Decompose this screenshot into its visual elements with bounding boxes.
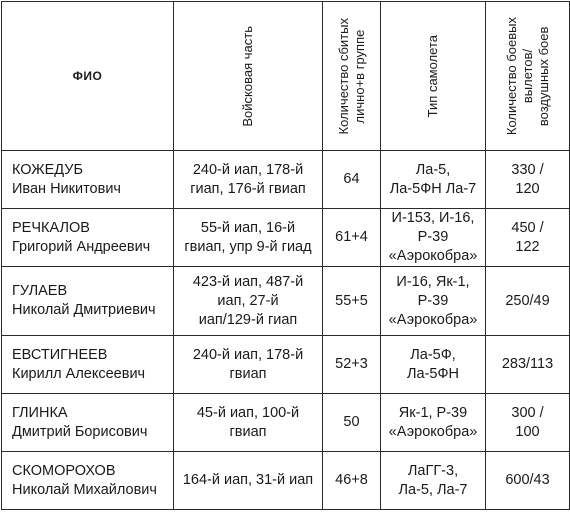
flights-cell: 250/49	[485, 266, 570, 336]
header-fio: ФИО	[1, 1, 174, 151]
unit-text: 55-й иап, 16-й гвиап, упр 9-й гиад	[184, 219, 312, 255]
header-flights-text: Количество боевых вылетов/ воздушных бое…	[503, 16, 551, 136]
pilot-surname: СКОМОРОХОВ	[12, 462, 116, 479]
pilot-given-name: Иван Никитович	[12, 180, 121, 197]
kills-cell: 64	[322, 150, 381, 209]
flights-cell: 600/43	[485, 451, 570, 510]
pilot-name-cell: РЕЧКАЛОВ Григорий Андреевич	[1, 208, 174, 267]
pilot-surname: ГЛИНКА	[12, 404, 68, 421]
plane-cell: И-16, Як-1, Р-39 «Аэрокобра»	[380, 266, 486, 336]
unit-cell: 45-й иап, 100-й гвиап	[173, 393, 323, 452]
flights-text: 300 / 100	[511, 404, 544, 440]
unit-text: 423-й иап, 487-й иап, 27-й иап/129-й гиа…	[192, 273, 304, 328]
table-row: РЕЧКАЛОВ Григорий Андреевич 55-й иап, 16…	[1, 208, 570, 267]
plane-text: ЛаГГ-3, Ла-5, Ла-7	[398, 462, 468, 498]
pilot-given-name: Дмитрий Борисович	[12, 423, 148, 440]
header-row: ФИО Войсковая часть Количество сбитых ли…	[1, 1, 570, 151]
pilot-given-name: Николай Дмитриевич	[12, 302, 156, 318]
flights-cell: 330 / 120	[485, 150, 570, 209]
pilot-name-cell: СКОМОРОХОВ Николай Михайлович	[1, 451, 174, 510]
unit-cell: 423-й иап, 487-й иап, 27-й иап/129-й гиа…	[173, 266, 323, 336]
kills-cell: 52+3	[322, 335, 381, 394]
kills-text: 50	[343, 414, 360, 430]
pilot-name-cell: ГУЛАЕВ Николай Дмитриевич	[1, 266, 174, 336]
pilot-surname: ЕВСТИГНЕЕВ	[12, 346, 108, 363]
flights-text: 330 / 120	[511, 161, 544, 197]
pilot-surname: РЕЧКАЛОВ	[12, 219, 90, 236]
kills-text: 64	[343, 171, 360, 187]
flights-text: 283/113	[501, 356, 554, 372]
pilot-surname: ГУЛАЕВ	[12, 283, 68, 299]
flights-text: 450 / 122	[511, 219, 544, 255]
header-plane: Тип самолета	[380, 1, 486, 151]
kills-cell: 50	[322, 393, 381, 452]
kills-text: 46+8	[335, 472, 368, 488]
plane-text: Ла-5, Ла-5ФН Ла-7	[389, 161, 477, 197]
unit-cell: 164-й иап, 31-й иап	[173, 451, 323, 510]
kills-text: 55+5	[335, 292, 368, 309]
unit-text: 240-й иап, 178-й гиап, 176-й гвиап	[190, 161, 306, 197]
flights-cell: 300 / 100	[485, 393, 570, 452]
unit-cell: 55-й иап, 16-й гвиап, упр 9-й гиад	[173, 208, 323, 267]
plane-text: Як-1, Р-39 «Аэрокобра»	[388, 404, 478, 440]
kills-cell: 46+8	[322, 451, 381, 510]
kills-cell: 61+4	[322, 208, 381, 267]
flights-cell: 283/113	[485, 335, 570, 394]
pilot-given-name: Кирилл Алексеевич	[12, 365, 146, 382]
unit-text: 164-й иап, 31-й иап	[182, 472, 314, 488]
kills-cell: 55+5	[322, 266, 381, 336]
pilot-name-cell: КОЖЕДУБ Иван Никитович	[1, 150, 174, 209]
table-row: ГУЛАЕВ Николай Дмитриевич 423-й иап, 487…	[1, 266, 570, 336]
header-kills: Количество сбитых лично+в группе	[322, 1, 381, 151]
unit-cell: 240-й иап, 178-й гиап, 176-й гвиап	[173, 150, 323, 209]
kills-text: 52+3	[335, 356, 368, 372]
table-row: ГЛИНКА Дмитрий Борисович 45-й иап, 100-й…	[1, 393, 570, 452]
pilot-given-name: Григорий Андреевич	[12, 238, 151, 255]
header-plane-text: Тип самолета	[425, 34, 440, 118]
header-unit: Войсковая часть	[173, 1, 323, 151]
flights-cell: 450 / 122	[485, 208, 570, 267]
plane-text: Ла-5Ф, Ла-5ФН	[407, 346, 459, 382]
plane-cell: ЛаГГ-3, Ла-5, Ла-7	[380, 451, 486, 510]
pilot-name-cell: ЕВСТИГНЕЕВ Кирилл Алексеевич	[1, 335, 174, 394]
plane-text: И-153, И-16, Р-39 «Аэрокобра»	[388, 210, 478, 264]
pilot-surname: КОЖЕДУБ	[12, 161, 84, 178]
header-kills-text: Количество сбитых лично+в группе	[335, 17, 367, 135]
plane-cell: И-153, И-16, Р-39 «Аэрокобра»	[380, 208, 486, 267]
plane-cell: Як-1, Р-39 «Аэрокобра»	[380, 393, 486, 452]
table-row: СКОМОРОХОВ Николай Михайлович 164-й иап,…	[1, 451, 570, 510]
pilot-given-name: Николай Михайлович	[12, 481, 157, 498]
table-row: ЕВСТИГНЕЕВ Кирилл Алексеевич 240-й иап, …	[1, 335, 570, 394]
plane-text: И-16, Як-1, Р-39 «Аэрокобра»	[388, 273, 478, 328]
plane-cell: Ла-5Ф, Ла-5ФН	[380, 335, 486, 394]
flights-text: 600/43	[505, 472, 550, 488]
flights-text: 250/49	[505, 292, 550, 309]
table-row: КОЖЕДУБ Иван Никитович 240-й иап, 178-й …	[1, 150, 570, 209]
header-unit-text: Войсковая часть	[240, 25, 255, 127]
plane-cell: Ла-5, Ла-5ФН Ла-7	[380, 150, 486, 209]
unit-text: 45-й иап, 100-й гвиап	[196, 404, 300, 440]
header-flights: Количество боевых вылетов/ воздушных бое…	[485, 1, 570, 151]
unit-cell: 240-й иап, 178-й гвиап	[173, 335, 323, 394]
pilot-name-cell: ГЛИНКА Дмитрий Борисович	[1, 393, 174, 452]
kills-text: 61+4	[335, 229, 368, 245]
unit-text: 240-й иап, 178-й гвиап	[192, 346, 304, 382]
